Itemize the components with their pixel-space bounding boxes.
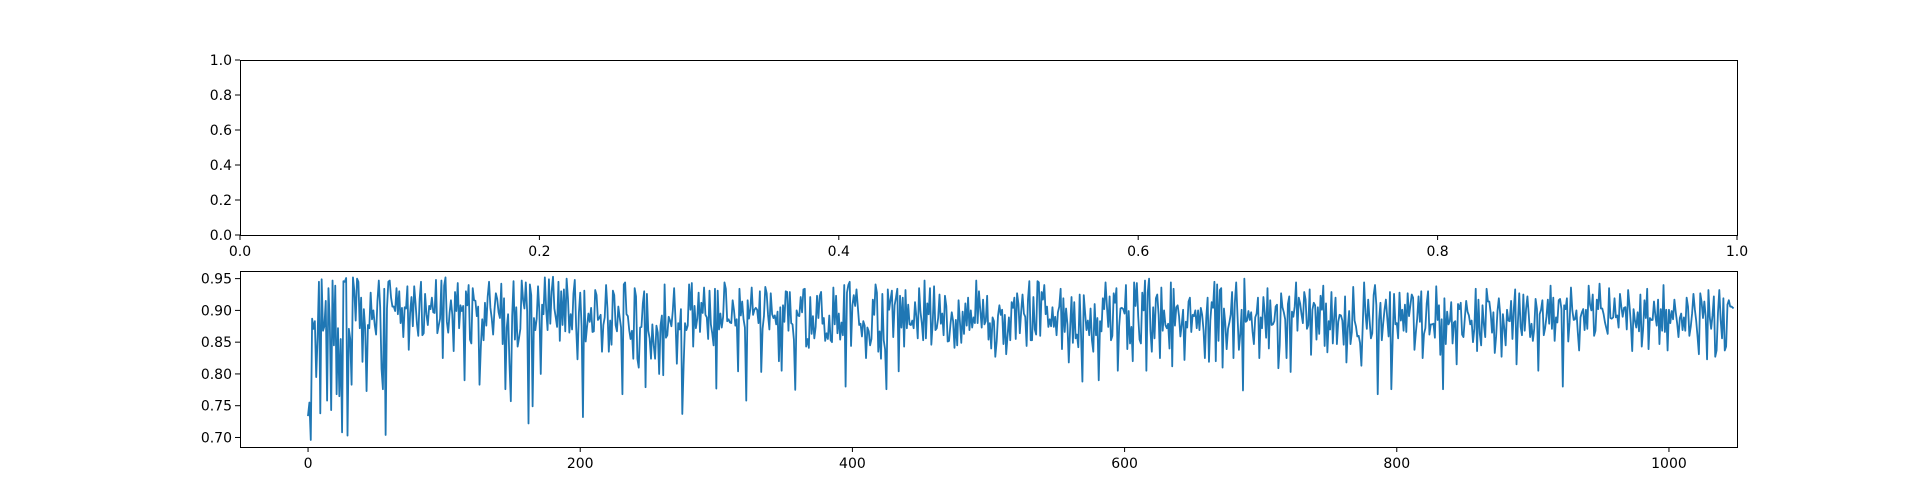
x-tick-label: 1000 xyxy=(1651,456,1687,472)
y-tick-label: 1.0 xyxy=(210,53,232,69)
x-tick-label: 200 xyxy=(567,456,594,472)
y-tick-label: 0.85 xyxy=(201,335,232,351)
x-tick-label: 1.0 xyxy=(1726,244,1748,260)
y-tick-label: 0.90 xyxy=(201,303,232,319)
bottom-y-ticks: 0.70 0.75 0.80 0.85 0.90 0.95 xyxy=(201,272,240,446)
y-tick-label: 0.8 xyxy=(210,88,232,104)
x-tick-label: 800 xyxy=(1383,456,1410,472)
x-tick-label: 0.6 xyxy=(1127,244,1149,260)
y-tick-label: 0.95 xyxy=(201,272,232,288)
y-tick-label: 0.2 xyxy=(210,193,232,209)
bottom-x-ticks: 0 200 400 600 800 1000 xyxy=(304,447,1687,472)
x-tick-label: 0.4 xyxy=(828,244,850,260)
series-line xyxy=(307,275,1735,441)
top-axes: 0.0 0.2 0.4 0.6 0.8 1.0 0.0 0.2 0.4 0.6 0.8 1.0 xyxy=(210,53,1748,260)
top-y-ticks: 0.0 0.2 0.4 0.6 0.8 1.0 xyxy=(210,53,240,244)
y-tick-label: 0.70 xyxy=(201,430,232,446)
y-tick-label: 0.4 xyxy=(210,158,232,174)
x-tick-label: 0.0 xyxy=(229,244,251,260)
x-tick-label: 0.8 xyxy=(1426,244,1448,260)
y-tick-label: 0.75 xyxy=(201,399,232,415)
top-x-ticks: 0.0 0.2 0.4 0.6 0.8 1.0 xyxy=(229,235,1748,260)
y-tick-label: 0.80 xyxy=(201,367,232,383)
y-tick-label: 0.0 xyxy=(210,228,232,244)
x-tick-label: 600 xyxy=(1111,456,1138,472)
bottom-axes: 0 200 400 600 800 1000 0.700.750.800.850.900.… xyxy=(201,271,1738,472)
x-tick-label: 0.2 xyxy=(528,244,550,260)
y-tick-label: 0.6 xyxy=(210,123,232,139)
x-tick-label: 400 xyxy=(839,456,866,472)
x-tick-label: 0 xyxy=(304,456,313,472)
top-axes-frame xyxy=(240,60,1738,236)
